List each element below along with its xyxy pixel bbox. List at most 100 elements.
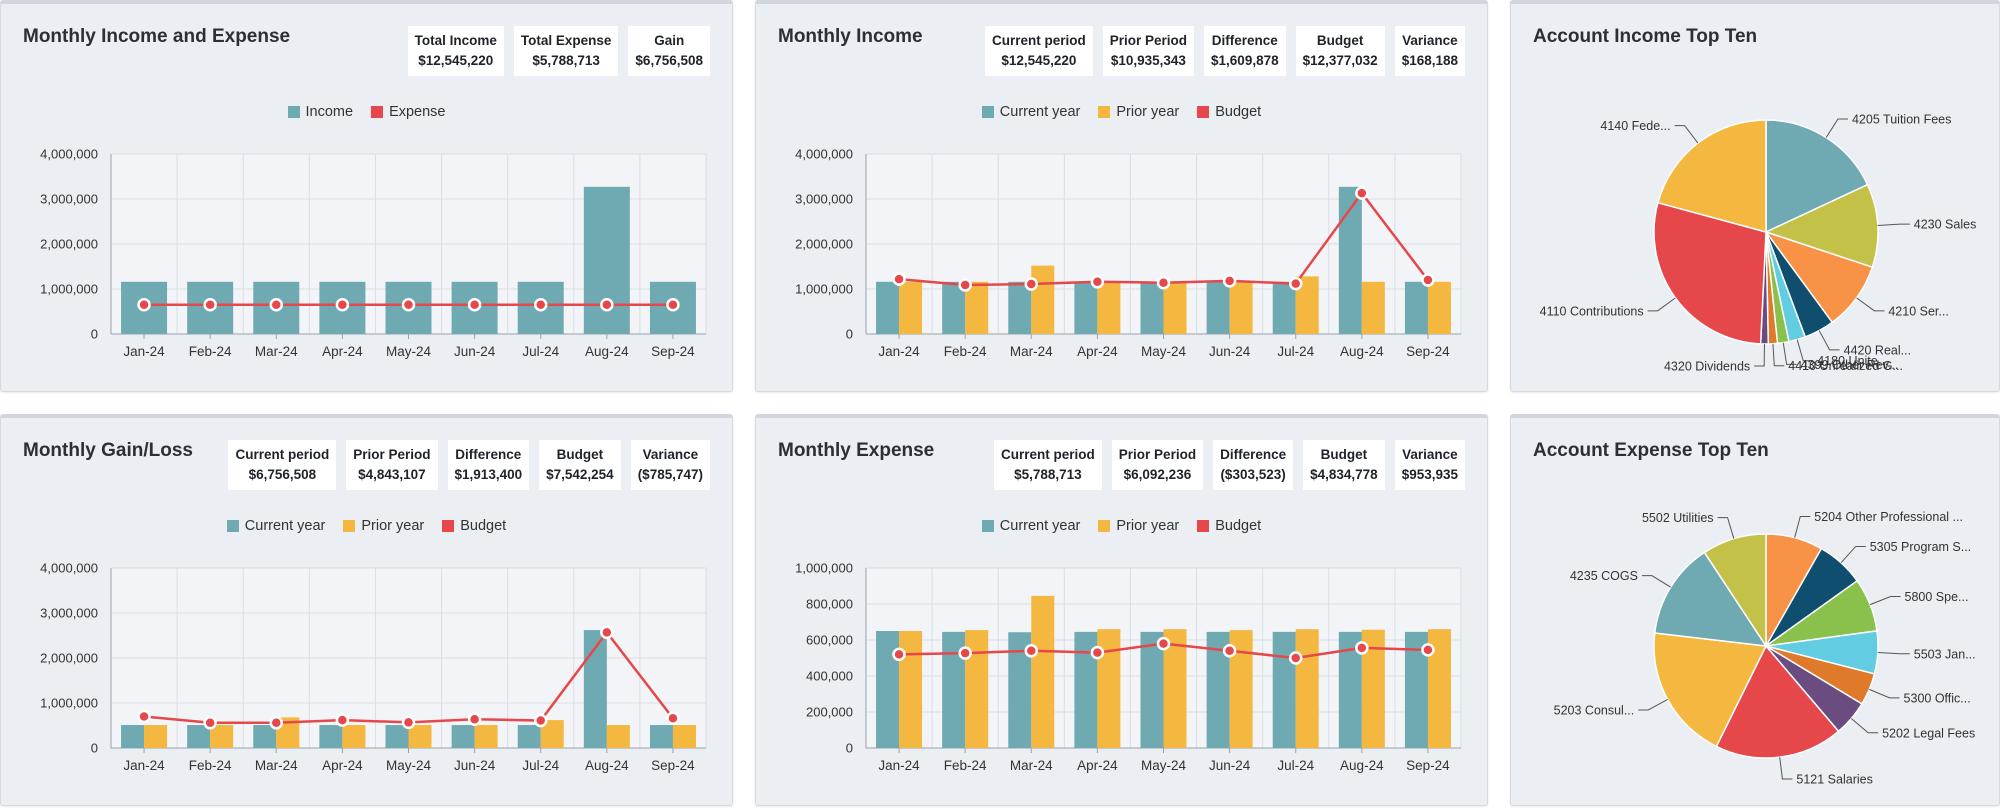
x-tick-label: Apr-24 <box>1077 758 1118 773</box>
x-tick-label: Jan-24 <box>123 758 165 773</box>
bar-prior-year <box>1031 595 1055 748</box>
stat-variance: Variance ($785,747) <box>630 440 710 490</box>
x-tick-label: Jan-24 <box>878 758 920 773</box>
legend-item-income[interactable]: Income <box>287 104 353 120</box>
x-tick-label: Aug-24 <box>585 344 629 359</box>
x-tick-label: Feb-24 <box>189 344 232 359</box>
x-tick-label: Sep-24 <box>1406 344 1450 359</box>
stat-row: Current period $12,545,220 Prior Period $1… <box>984 26 1465 76</box>
x-tick-label: Mar-24 <box>255 344 298 359</box>
stat-prior-period: Prior Period $10,935,343 <box>1102 26 1195 76</box>
legend-item-budget[interactable]: Budget <box>1197 104 1261 120</box>
pie-label: 5203 Consul... <box>1554 703 1635 717</box>
legend-item-current-year[interactable]: Current year <box>981 518 1080 534</box>
pie-label: 4205 Tuition Fees <box>1852 112 1951 126</box>
pie-connector <box>1717 517 1735 539</box>
line-point <box>600 298 614 312</box>
bar-current-year <box>1074 281 1098 334</box>
x-tick-label: Sep-24 <box>651 758 695 773</box>
pie-connector <box>1772 343 1785 367</box>
bar-current-year <box>187 725 211 748</box>
stat-row: Current period $5,788,713 Prior Period $6,… <box>994 440 1465 490</box>
legend-item-prior-year[interactable]: Prior year <box>1098 518 1179 534</box>
stat-prior-period: Prior Period $6,092,236 <box>1111 440 1204 490</box>
bar-prior-year <box>899 281 923 334</box>
line-point <box>892 647 906 662</box>
x-tick-label: Aug-24 <box>585 758 629 773</box>
line-point <box>1355 186 1369 200</box>
line-point <box>958 646 972 660</box>
line-point <box>1222 274 1237 288</box>
line-point <box>1421 643 1435 657</box>
pie-connector <box>1647 297 1676 312</box>
x-tick-label: Jan-24 <box>123 344 165 359</box>
y-tick-label: 1,000,000 <box>40 282 98 297</box>
y-tick-label: 0 <box>846 741 853 756</box>
legend-item-budget[interactable]: Budget <box>442 518 506 534</box>
card-monthly-income-expense: Monthly Income and Expense Total Income $… <box>0 0 733 392</box>
line-point <box>269 298 284 312</box>
bar-prior-year <box>1361 281 1385 334</box>
x-tick-label: May-24 <box>386 758 432 773</box>
pie-connector <box>1851 718 1879 734</box>
line-point <box>1090 645 1105 660</box>
legend-item-prior-year[interactable]: Prior year <box>1098 104 1179 120</box>
bar-prior-year <box>540 720 564 748</box>
pie-connector <box>1782 342 1797 365</box>
bar-prior-year <box>672 725 696 748</box>
stat-difference: Difference $1,913,400 <box>447 440 530 490</box>
bar-prior-year <box>1229 281 1253 334</box>
legend-item-budget[interactable]: Budget <box>1197 518 1261 534</box>
bar-current-year <box>451 725 475 748</box>
stat-budget: Budget $7,542,254 <box>539 440 621 490</box>
bar-prior-year <box>899 631 923 748</box>
card-title: Account Income Top Ten <box>1533 26 1758 47</box>
bar-current-year <box>319 725 343 748</box>
stat-budget: Budget $12,377,032 <box>1295 26 1385 76</box>
x-tick-label: Feb-24 <box>944 758 987 773</box>
line-point <box>533 713 548 728</box>
legend-item-current-year[interactable]: Current year <box>981 104 1080 120</box>
pie-label: 4399 Other Rev... <box>1801 358 1899 372</box>
bar-prior-year <box>1097 281 1121 334</box>
legend-item-expense[interactable]: Expense <box>371 104 446 120</box>
x-tick-label: Jul-24 <box>522 758 559 773</box>
bar-current-year <box>1272 631 1296 748</box>
card-title: Monthly Expense <box>778 440 935 461</box>
bar-current-year <box>121 725 145 748</box>
card-account-expense-top-ten: Account Expense Top Ten 5204 Other Profe… <box>1510 414 2000 806</box>
y-tick-label: 800,000 <box>806 597 853 612</box>
legend-item-prior-year[interactable]: Prior year <box>343 518 424 534</box>
stat-budget: Budget $4,834,778 <box>1303 440 1385 490</box>
bar-current-year <box>1404 631 1428 748</box>
y-tick-label: 1,000,000 <box>795 282 853 297</box>
monthly-expense-chart: 0 200,000 400,000 600,000 800,000 1,000,000 Ja… <box>795 561 1462 773</box>
bar-prior-year <box>965 281 989 334</box>
y-tick-label: 4,000,000 <box>795 147 853 162</box>
stat-current-period: Current period $12,545,220 <box>984 26 1093 76</box>
line-point <box>137 709 151 724</box>
pie-slice <box>1763 183 1879 269</box>
pie-label: 5305 Program S... <box>1870 540 1971 554</box>
bar-prior-year <box>1295 276 1319 334</box>
y-tick-label: 200,000 <box>806 705 853 720</box>
y-tick-label: 3,000,000 <box>40 192 98 207</box>
income-expense-chart: 0 1,000,000 2,000,000 3,000,000 4,000,000 Jan… <box>40 147 707 359</box>
legend-item-current-year[interactable]: Current year <box>226 518 325 534</box>
pie-connector <box>1877 223 1910 226</box>
card-monthly-expense: Monthly Expense Current period $5,788,713… <box>755 414 1488 806</box>
card-monthly-income: Monthly Income Current period $12,545,220… <box>755 0 1488 392</box>
x-tick-label: Jul-24 <box>1277 758 1314 773</box>
bar-current-year <box>649 725 673 748</box>
bar-prior-year <box>210 725 234 748</box>
line-point <box>335 298 350 312</box>
bar-prior-year <box>1295 629 1319 748</box>
pie-label: 4210 Ser... <box>1888 304 1948 318</box>
card-title: Monthly Gain/Loss <box>23 440 193 461</box>
pie-connector <box>1840 545 1866 564</box>
y-tick-label: 4,000,000 <box>40 561 98 576</box>
pie-label: 4140 Fede... <box>1600 119 1670 133</box>
line-point <box>1024 277 1039 291</box>
bar-income <box>583 186 630 334</box>
pie-label: 4410 Unrealized G... <box>1788 359 1903 373</box>
